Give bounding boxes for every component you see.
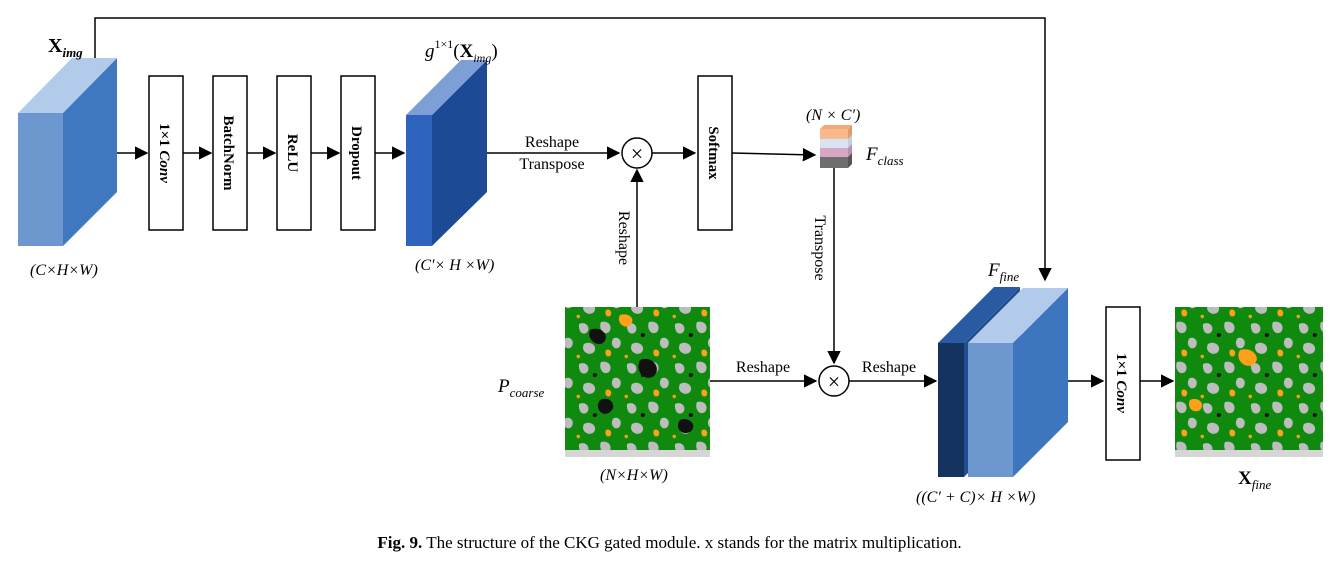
cube-input-front xyxy=(18,113,63,246)
dropout-block: Dropout xyxy=(340,75,376,231)
fine-dark-front xyxy=(938,343,964,477)
caption-text: The structure of the CKG gated module. x… xyxy=(422,533,962,552)
g-feature-cube xyxy=(406,60,487,246)
p-coarse-map xyxy=(565,307,710,457)
x-fine-label: Xfine xyxy=(1238,468,1271,492)
reshape-vertical-label: Reshape xyxy=(615,211,632,265)
conv1-italic-label: Conv xyxy=(156,150,172,183)
p-dim-label: (N×H×W) xyxy=(600,467,668,484)
arrow-softmax-to-fclass xyxy=(731,147,817,162)
p-coarse-segmentation-image xyxy=(565,307,710,457)
input-dim-label: (C×H×W) xyxy=(30,262,98,279)
dropout-label: Dropout xyxy=(348,126,364,180)
fine-light-side xyxy=(1013,288,1068,477)
fine-dark-top xyxy=(938,287,1020,343)
softmax-label: Softmax xyxy=(705,126,721,180)
relu-label: ReLU xyxy=(284,134,300,172)
matmul-operator-1: × xyxy=(621,137,653,169)
class-layer-1 xyxy=(820,129,848,139)
relu-block: ReLU xyxy=(276,75,312,231)
svg-text:1×1 Conv: 1×1 Conv xyxy=(1113,353,1129,413)
fine-dim-label: ((C′ + C)× H ×W) xyxy=(916,489,1035,506)
cube-g-front xyxy=(406,115,432,246)
class-dim-label: (N × C′) xyxy=(806,107,860,124)
matmul-operator-2: × xyxy=(818,365,850,397)
fine-light-top xyxy=(968,288,1068,343)
f-class-label: Fclass xyxy=(865,144,904,168)
g-dim-label: (C′× H ×W) xyxy=(415,257,494,274)
conv1-label: 1×1 xyxy=(156,123,172,147)
x-fine-segmentation-image xyxy=(1175,307,1323,457)
class-layer-2 xyxy=(820,139,848,148)
class-layer-4 xyxy=(820,157,848,168)
cube-input-top xyxy=(18,58,117,113)
reshape-label-1: Reshape xyxy=(525,134,579,151)
f-fine-label: Ffine xyxy=(987,260,1019,284)
conv1-block: 1×1 Conv xyxy=(148,75,184,231)
conv2-block: 1×1 Conv xyxy=(1105,306,1141,461)
caption-label: Fig. 9. xyxy=(377,533,423,552)
batchnorm-block: BatchNorm xyxy=(212,75,248,231)
input-feature-cube xyxy=(18,58,117,246)
reshape-fine-label: Reshape xyxy=(862,359,916,376)
conv2-italic-label: Conv xyxy=(1113,380,1129,413)
conv2-label: 1×1 xyxy=(1113,353,1129,377)
batchnorm-label: BatchNorm xyxy=(220,116,236,191)
svg-text:1×1 Conv: 1×1 Conv xyxy=(156,123,172,183)
skip-connection-arrow xyxy=(94,17,1052,282)
reshape-p-label: Reshape xyxy=(736,359,790,376)
cube-g-side xyxy=(432,60,487,246)
cube-g-top xyxy=(406,60,487,115)
figure-caption: Fig. 9. The structure of the CKG gated m… xyxy=(0,533,1339,553)
matmul-symbol-1: × xyxy=(631,141,643,166)
fine-light-front xyxy=(968,343,1013,477)
p-coarse-label: Pcoarse xyxy=(497,376,544,400)
g-label: g1×1(Ximg) xyxy=(425,37,498,65)
cube-input-side xyxy=(63,58,117,246)
f-class-stack xyxy=(820,125,852,168)
transpose-label-1: Transpose xyxy=(519,156,584,173)
x-img-label: Ximg xyxy=(48,35,83,60)
matmul-symbol-2: × xyxy=(828,369,840,394)
softmax-block: Softmax xyxy=(697,75,733,231)
transpose-vertical-label: Transpose xyxy=(811,215,828,280)
f-fine-cube xyxy=(938,287,1068,477)
x-fine-map xyxy=(1175,307,1323,457)
class-layer-3 xyxy=(820,148,848,157)
